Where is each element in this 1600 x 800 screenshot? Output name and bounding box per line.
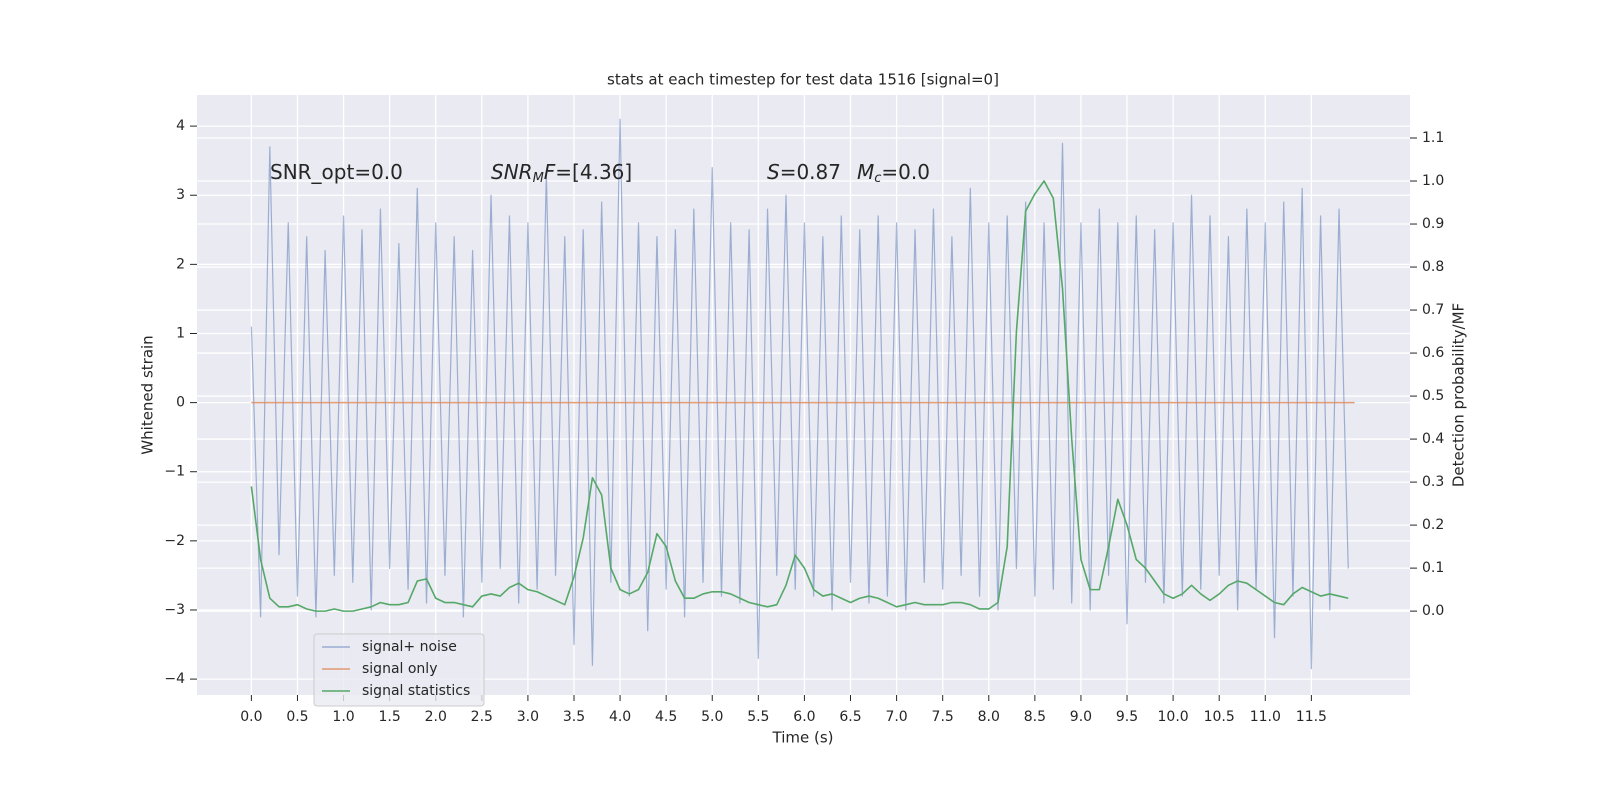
annotation: S=0.87 Mc=0.0 — [767, 160, 930, 186]
y2-tick-label: 0.6 — [1422, 345, 1444, 361]
y2-tick-label: 0.1 — [1422, 560, 1444, 576]
x-tick-label: 6.5 — [839, 709, 861, 725]
x-tick-label: 3.5 — [563, 709, 585, 725]
y-tick-label: 1 — [176, 325, 185, 341]
marks — [250, 118, 1355, 670]
y2-axis-label: Detection probability/MF — [1450, 303, 1468, 487]
annotation: SNRMF=[4.36] — [491, 160, 632, 186]
x-tick-label: 5.5 — [747, 709, 769, 725]
y2-tick-label: 1.1 — [1422, 130, 1444, 146]
y2-tick-label: 0.7 — [1422, 302, 1444, 318]
annotation: SNR_opt=0.0 — [270, 160, 403, 184]
x-tick-label: 9.0 — [1070, 709, 1092, 725]
y2-tick-label: 0.9 — [1422, 216, 1444, 232]
y-tick-label: −3 — [164, 602, 185, 618]
y-tick-label: −4 — [164, 671, 185, 687]
x-tick-label: 2.0 — [425, 709, 447, 725]
plot-area — [197, 95, 1410, 695]
x-tick-label: 0.5 — [286, 709, 308, 725]
legend: signal+ noise signal only signal statistic… — [313, 633, 485, 707]
y-axis-label: Whitened strain — [139, 335, 157, 454]
x-tick-label: 5.0 — [701, 709, 723, 725]
y2-tick-label: 0.0 — [1422, 603, 1444, 619]
x-tick-label: 1.5 — [379, 709, 401, 725]
y2-tick-label: 0.2 — [1422, 517, 1444, 533]
x-tick-label: 3.0 — [517, 709, 539, 725]
annotation-part: =[4.36] — [555, 160, 632, 184]
y2-tick-label: 0.8 — [1422, 259, 1444, 275]
y-tick-label: −1 — [164, 464, 185, 480]
y2-tick-label: 0.3 — [1422, 474, 1444, 490]
x-tick-label: 9.5 — [1116, 709, 1138, 725]
y-tick-label: 4 — [176, 118, 185, 134]
y-tick-label: 3 — [176, 187, 185, 203]
legend-label: signal+ noise — [362, 639, 457, 655]
x-tick-label: 11.0 — [1250, 709, 1281, 725]
legend-box — [313, 633, 485, 707]
chart-title: stats at each timestep for test data 151… — [607, 71, 999, 89]
y-tick-label: 2 — [176, 256, 185, 272]
y2-tick-label: 1.0 — [1422, 173, 1444, 189]
x-tick-label: 2.5 — [471, 709, 493, 725]
annotation-part: SNR_opt=0.0 — [270, 160, 403, 184]
x-tick-label: 7.5 — [932, 709, 954, 725]
annotation-part: S — [767, 160, 780, 184]
x-tick-label: 6.0 — [793, 709, 815, 725]
x-tick-label: 4.5 — [655, 709, 677, 725]
y2-tick-label: 0.4 — [1422, 431, 1444, 447]
annotation-part: M — [857, 160, 874, 184]
annotation-part: SNR — [491, 160, 533, 184]
annotation-part: c — [874, 171, 881, 186]
x-tick-label: 8.0 — [978, 709, 1000, 725]
series-line — [250, 180, 1349, 612]
x-axis-label: Time (s) — [772, 729, 834, 747]
y2-tick-label: 0.5 — [1422, 388, 1444, 404]
x-tick-label: 8.5 — [1024, 709, 1046, 725]
x-tick-label: 0.0 — [240, 709, 262, 725]
annotations: SNR_opt=0.0 SNRMF=[4.36] S=0.87 Mc=0.0 — [270, 160, 930, 186]
x-tick-label: 10.0 — [1158, 709, 1189, 725]
annotation-part: =0.87 — [780, 160, 841, 184]
x-tick-label: 7.0 — [885, 709, 907, 725]
x-tick-label: 11.5 — [1296, 709, 1327, 725]
annotation-part: =0.0 — [881, 160, 930, 184]
annotation-part: F — [544, 160, 556, 184]
y-tick-label: 0 — [176, 395, 185, 411]
legend-label: signal statistics — [362, 683, 470, 699]
x-tick-label: 1.0 — [332, 709, 354, 725]
series-line — [250, 118, 1349, 670]
y-tick-label: −2 — [164, 533, 185, 549]
x-tick-label: 4.0 — [609, 709, 631, 725]
legend-label: signal only — [362, 661, 437, 677]
annotation-part: M — [533, 171, 544, 186]
x-tick-label: 10.5 — [1204, 709, 1235, 725]
